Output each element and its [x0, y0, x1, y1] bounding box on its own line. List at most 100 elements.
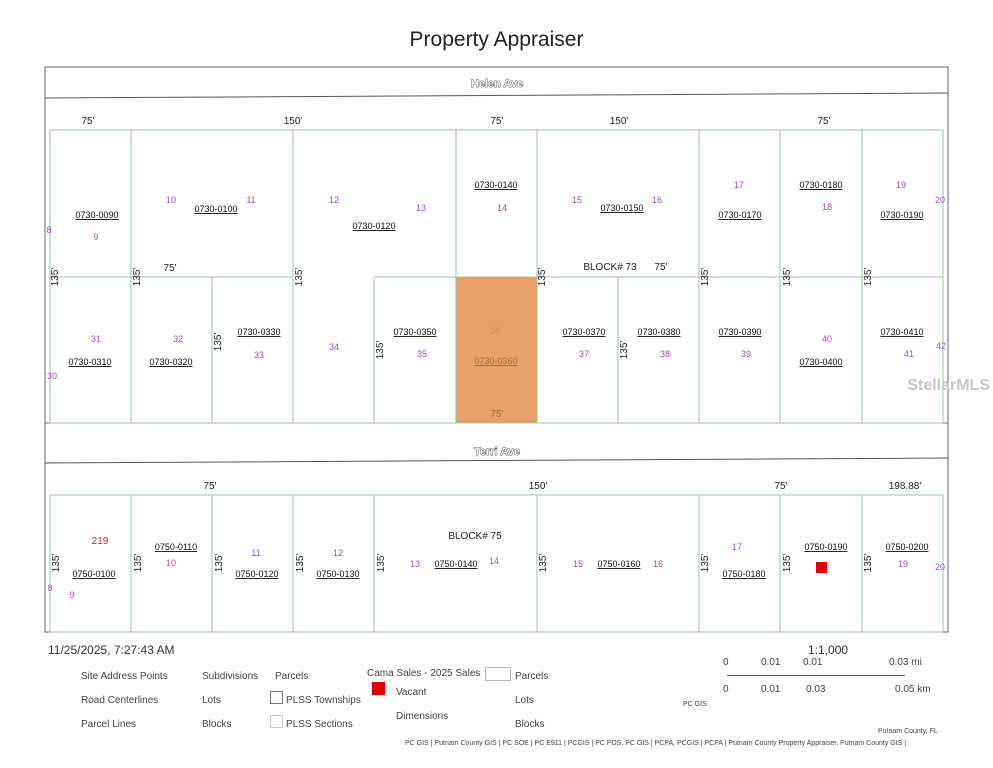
county-credit: Putnam County, FL [878, 728, 938, 735]
scale-ratio: 1:1,000 [808, 643, 849, 657]
parcel-id: 0750-0200 [885, 542, 928, 552]
depth-label: 135' [213, 333, 224, 352]
vacant-swatch [372, 682, 385, 695]
parcel-id: 0730-0120 [352, 221, 395, 231]
watermark: StellarMLS [907, 377, 990, 394]
lot-number: 8 [47, 583, 52, 593]
dimension-label: 150' [529, 481, 548, 492]
dimension-label: 75' [774, 481, 787, 492]
parcel-id: 0750-0180 [722, 569, 765, 579]
lot-number: 17 [734, 180, 744, 190]
dimension-label: 75' [81, 116, 94, 127]
depth-label: 135' [700, 554, 711, 573]
lot-number: 12 [333, 548, 343, 558]
scale-mi-1: 0.01 [761, 657, 781, 668]
parcel-id: 0730-0100 [194, 204, 237, 214]
vacant-sale-marker [816, 562, 827, 573]
parcel-id: 0750-0160 [597, 559, 640, 569]
parcel-id: 0730-0190 [880, 210, 923, 220]
sections-swatch [270, 715, 283, 728]
legend-parcels: Parcels [275, 671, 309, 682]
scale-mi-3: 0.03 mi [889, 657, 922, 668]
parcel-id: 0730-0150 [600, 203, 643, 213]
depth-label: 135' [619, 341, 630, 360]
depth-label: 135' [376, 554, 387, 573]
depth-label: 135' [295, 554, 306, 573]
parcel-id: 0730-0140 [474, 180, 517, 190]
road-label: Helen Ave [471, 78, 523, 90]
lot-number: 38 [660, 349, 670, 359]
depth-label: 135' [375, 341, 386, 360]
lot-number: 19 [898, 559, 908, 569]
selected-parcel [456, 277, 537, 423]
legend-lots-2: Lots [515, 695, 534, 706]
dimension-label: 75' [817, 116, 830, 127]
attribution: PC GIS | Putnam County GIS | PC SOE | PC… [405, 740, 907, 747]
dimension-label: 198.88' [889, 481, 922, 492]
parcel-id: 0730-0390 [718, 327, 761, 337]
lot-number: 40 [822, 334, 832, 344]
dimension-label: 75' [203, 481, 216, 492]
parcel-id: 0750-0140 [434, 559, 477, 569]
parcel-map[interactable]: Helen Ave Terri Ave 0730-0090 0730-0100 0730… [0, 0, 993, 640]
parcel-id: 0750-0120 [235, 569, 278, 579]
parcel-id: 0750-0130 [316, 569, 359, 579]
dimension-label: 75' [163, 263, 176, 274]
parcel-id: 0730-0320 [149, 357, 192, 367]
legend-parcels-2: Parcels [515, 671, 549, 682]
lot-number: 19 [896, 180, 906, 190]
lot-number: 9 [69, 590, 74, 600]
lot-number: 16 [652, 195, 662, 205]
lot-number: 33 [254, 350, 264, 360]
lot-number: 20 [935, 195, 945, 205]
parcel-id: 0730-0090 [75, 210, 118, 220]
block-label: BLOCK# 75 [448, 531, 502, 542]
legend-vacant: Vacant [396, 687, 427, 698]
parcel-id: 0750-0190 [804, 542, 847, 552]
parcel-id: 0750-0100 [72, 569, 115, 579]
legend-subdivisions: Subdivisions [202, 671, 259, 682]
lot-number: 16 [653, 559, 663, 569]
legend-road-centerlines: Road Centerlines [81, 695, 159, 706]
lot-number: 14 [489, 556, 499, 566]
scale-km-3: 0.05 km [895, 684, 931, 695]
depth-label: 135' [214, 554, 225, 573]
parcel-id: 0730-0350 [393, 327, 436, 337]
lot-number: 12 [329, 195, 339, 205]
lot-number: 17 [732, 542, 742, 552]
lot-number: 20 [935, 562, 945, 572]
legend-site-address: Site Address Points [81, 671, 168, 682]
parcel-id: 0730-0170 [718, 210, 761, 220]
parcel-id: 0730-0310 [68, 357, 111, 367]
depth-label: 135' [863, 554, 874, 573]
lot-number: 15 [572, 195, 582, 205]
parcel-id: 0750-0110 [155, 542, 197, 552]
depth-label: 135' [700, 268, 711, 287]
lot-number: 18 [822, 202, 832, 212]
lot-number: 35 [417, 349, 427, 359]
lot-number: 39 [741, 349, 751, 359]
lot-number: 41 [904, 349, 914, 359]
scale-mi-0: 0 [723, 657, 729, 668]
depth-label: 135' [51, 554, 62, 573]
legend-blocks-2: Blocks [515, 719, 545, 730]
depth-label: 135' [538, 554, 549, 573]
lot-number: 10 [166, 558, 176, 568]
legend-lots: Lots [202, 695, 221, 706]
pc-gis-credit: PC GIS [683, 701, 707, 708]
legend-plss-sections: PLSS Sections [286, 719, 353, 730]
dimension-label: 75' [490, 409, 503, 420]
helen-ave-edge [44, 92, 949, 99]
road-label: Terri Ave [474, 446, 520, 458]
address-number: 219 [92, 536, 109, 547]
parcel-id: 0730-0360 [474, 356, 517, 366]
lot-number: 42 [936, 341, 946, 351]
legend-dimensions: Dimensions [396, 711, 449, 722]
terri-ave-edge-south [44, 457, 949, 464]
page-title: Property Appraiser [409, 28, 584, 51]
parcel-id: 0730-0180 [799, 180, 842, 190]
lot-number: 30 [47, 371, 57, 381]
lot-number: 34 [329, 342, 339, 352]
lot-number: 11 [246, 195, 255, 205]
lot-number: 37 [579, 349, 589, 359]
